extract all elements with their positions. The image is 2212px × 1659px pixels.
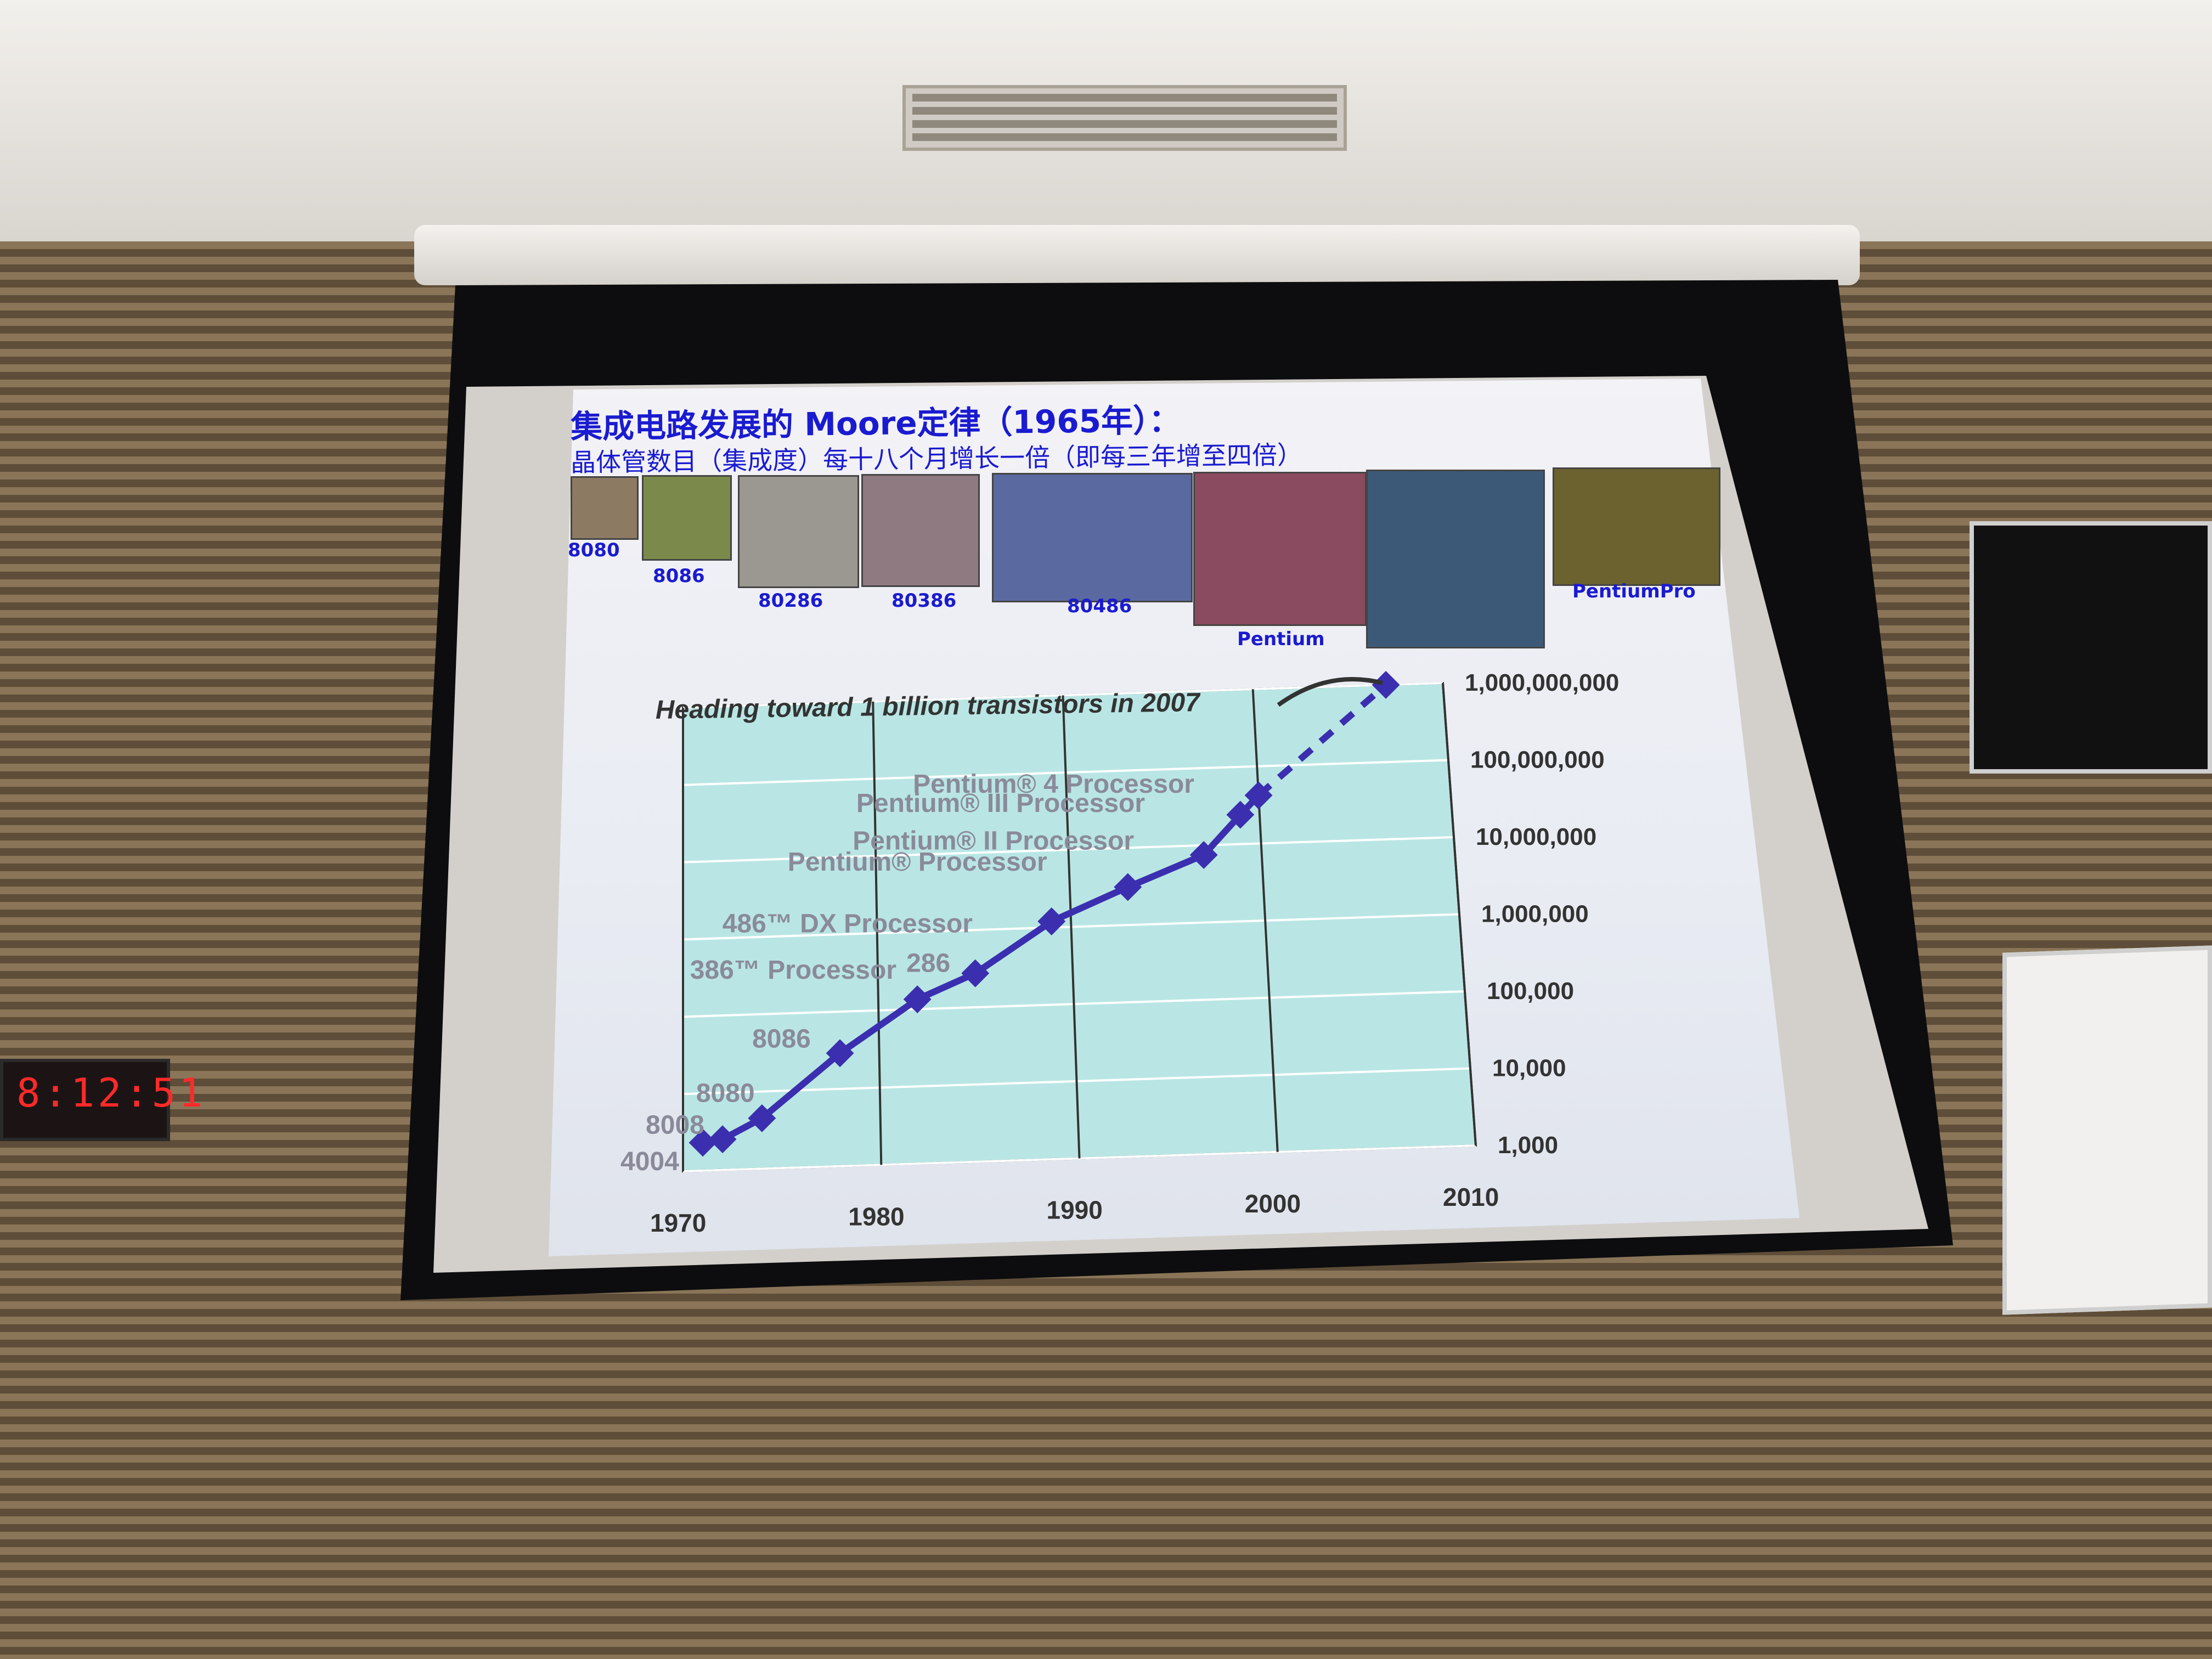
projection-line — [1256, 682, 1389, 798]
point-label: 486™ DX Processor — [723, 910, 973, 939]
y-tick-label: 1,000,000,000 — [1465, 669, 1619, 696]
chip-label-8086: 8086 — [653, 565, 705, 587]
chip-image-pentium-iii — [1366, 470, 1545, 648]
point-label: 8080 — [696, 1079, 755, 1108]
chip-image-80486 — [992, 473, 1193, 602]
point-label: Pentium® II Processor — [853, 826, 1134, 855]
point-label: 386™ Processor — [690, 956, 896, 985]
point-label: 8008 — [646, 1111, 704, 1140]
x-tick-label: 2010 — [1443, 1183, 1499, 1211]
y-tick-label: 10,000 — [1492, 1055, 1566, 1082]
point-label: Pentium® III Processor — [856, 789, 1145, 818]
grid-line-x — [1062, 695, 1081, 1159]
chip-image-8086 — [642, 475, 732, 561]
chip-label-80286: 80286 — [758, 590, 823, 612]
grid-line-x — [1442, 682, 1477, 1146]
chip-image-pentiumpro — [1553, 467, 1720, 586]
chip-image-80286 — [738, 475, 859, 588]
x-tick-label: 1980 — [848, 1202, 904, 1231]
wall-monitor — [1970, 521, 2212, 774]
y-tick-label: 1,000,000 — [1481, 901, 1589, 928]
grid-line-x — [1251, 689, 1279, 1152]
data-point — [903, 985, 932, 1014]
chip-label-pentiumpro: PentiumPro — [1572, 580, 1696, 602]
chip-image-pentium — [1193, 472, 1367, 626]
chip-image-80386 — [861, 474, 980, 587]
chip-label-pentium: Pentium — [1237, 628, 1325, 650]
y-tick-label: 100,000,000 — [1470, 747, 1605, 774]
x-tick-label: 1990 — [1047, 1196, 1103, 1224]
grid-line-x — [872, 701, 883, 1165]
point-label: 286 — [906, 949, 950, 978]
data-point — [961, 959, 990, 988]
data-point — [1114, 873, 1142, 901]
x-tick-label: 2000 — [1245, 1189, 1301, 1218]
wall-clock — [0, 1059, 170, 1141]
clock-time: 8:12:51 — [16, 1070, 206, 1116]
chip-image-8080 — [571, 476, 639, 540]
chip-label-80386: 80386 — [891, 590, 957, 612]
y-tick-label: 1,000 — [1498, 1132, 1558, 1159]
ceiling-vent — [902, 85, 1347, 151]
chip-label-80486: 80486 — [1067, 595, 1132, 617]
point-label: 4004 — [620, 1147, 679, 1176]
y-tick-label: 10,000,000 — [1476, 823, 1596, 850]
point-label: Pentium® 4 Processor — [913, 770, 1194, 799]
projector-screen-housing — [414, 225, 1860, 285]
data-point — [826, 1039, 854, 1068]
point-label: 8086 — [752, 1025, 811, 1054]
annotation-arrow — [1277, 677, 1383, 707]
chip-label-8080: 8080 — [568, 539, 620, 561]
x-tick-label: 1970 — [650, 1209, 706, 1237]
data-point — [1037, 907, 1066, 935]
whiteboard — [2002, 945, 2212, 1315]
y-tick-label: 100,000 — [1487, 978, 1574, 1005]
point-label: Pentium® Processor — [788, 848, 1047, 877]
